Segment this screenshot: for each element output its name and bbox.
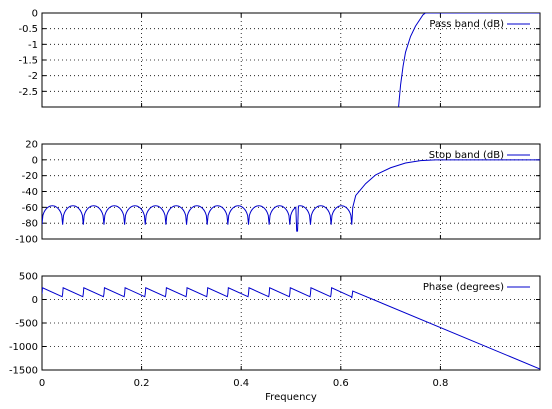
stop-band-legend-label: Stop band (dB) bbox=[429, 150, 504, 161]
phase-y-tick-label: -1000 bbox=[9, 342, 38, 353]
stop-band-panel: 20 0 -20 -40 -60 -80 -100 Stop band (dB) bbox=[15, 140, 541, 246]
pass-band-y-tick-label: -2.5 bbox=[18, 87, 38, 98]
stop-band-series-line bbox=[42, 159, 540, 232]
stop-band-y-tick-label: -100 bbox=[15, 235, 38, 246]
pass-band-y-tick-label: -1.5 bbox=[18, 56, 38, 67]
phase-series-line bbox=[42, 287, 540, 370]
stop-band-y-tick-label: 20 bbox=[25, 140, 38, 151]
x-tick-label: 0.2 bbox=[134, 378, 150, 389]
x-tick-label: 0 bbox=[39, 378, 45, 389]
phase-y-tick-label: -1500 bbox=[9, 366, 38, 377]
x-axis-label: Frequency bbox=[265, 392, 317, 403]
stop-band-y-tick-label: -80 bbox=[22, 219, 38, 230]
pass-band-panel: 0 -0.5 -1 -1.5 -2 -2.5 Pass band (dB) bbox=[18, 9, 541, 108]
pass-band-y-tick-label: 0 bbox=[32, 9, 38, 20]
pass-band-y-tick-label: -1 bbox=[28, 40, 38, 51]
phase-y-tick-label: 500 bbox=[19, 272, 38, 283]
pass-band-y-tick-label: -0.5 bbox=[18, 24, 38, 35]
stop-band-y-tick-label: 0 bbox=[32, 155, 38, 166]
x-tick-label: 0.4 bbox=[233, 378, 249, 389]
x-tick-label: 0.8 bbox=[432, 378, 448, 389]
pass-band-legend-label: Pass band (dB) bbox=[429, 19, 504, 30]
phase-legend-label: Phase (degrees) bbox=[423, 282, 504, 293]
stop-band-y-tick-label: -40 bbox=[22, 187, 38, 198]
stop-band-y-tick-label: -20 bbox=[22, 171, 38, 182]
phase-y-tick-label: 0 bbox=[32, 295, 38, 306]
x-tick-label: 0.6 bbox=[333, 378, 349, 389]
pass-band-y-tick-label: -2 bbox=[28, 71, 38, 82]
pass-band-series-line bbox=[398, 13, 540, 107]
stop-band-y-tick-label: -60 bbox=[22, 203, 38, 214]
phase-y-tick-label: -500 bbox=[15, 319, 38, 330]
